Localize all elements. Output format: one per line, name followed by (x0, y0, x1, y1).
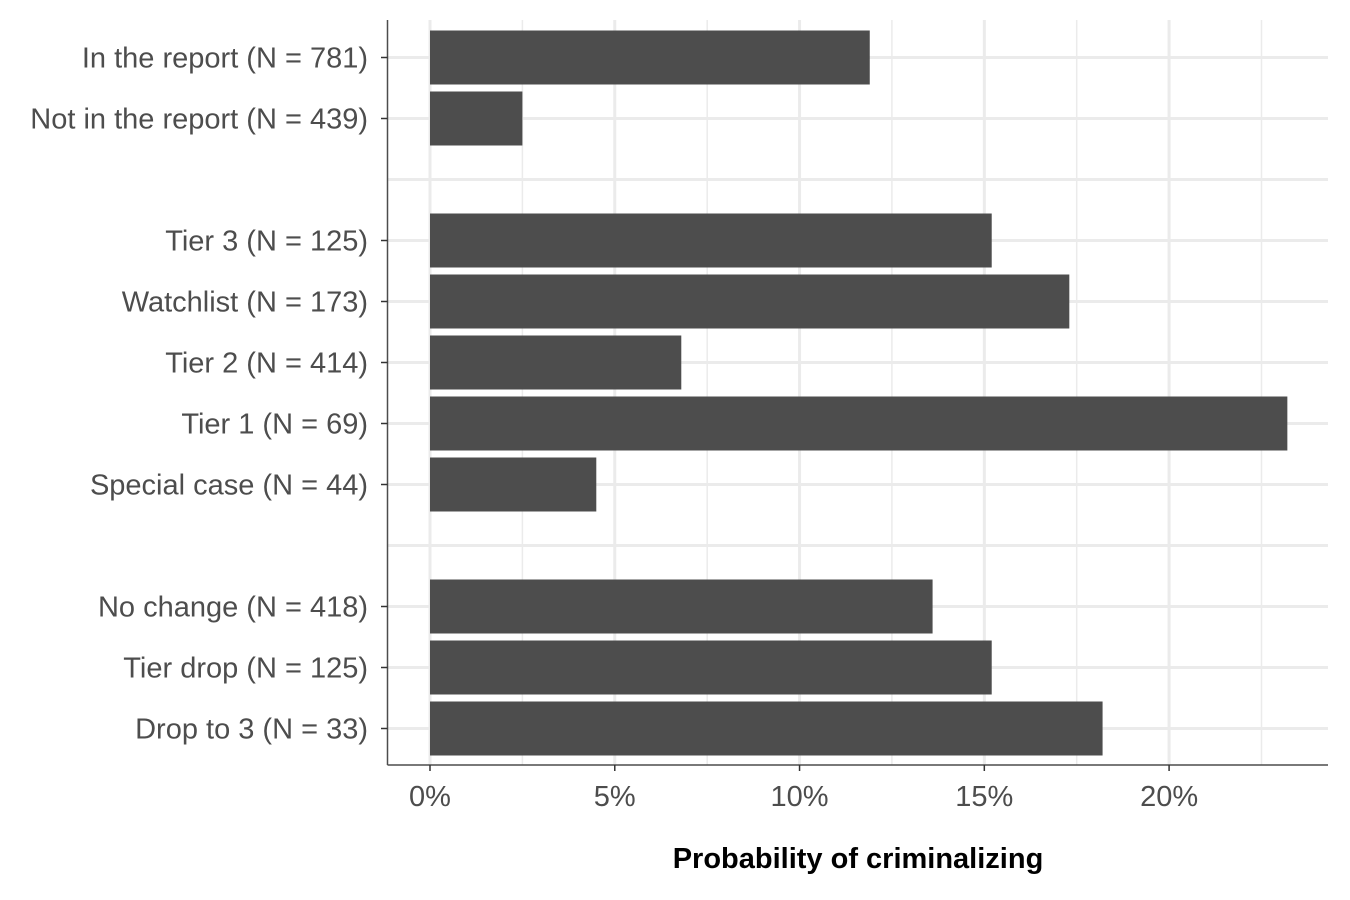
category-label: Not in the report (N = 439) (30, 104, 368, 136)
bar (429, 396, 1288, 451)
x-tick-label: 10% (771, 781, 829, 813)
bar (429, 640, 992, 695)
category-label: Special case (N = 44) (90, 470, 368, 502)
x-tick-label: 15% (955, 781, 1013, 813)
bar (429, 274, 1070, 329)
y-labels: In the report (N = 781) Not in the report… (30, 43, 388, 746)
x-axis-title: Probability of criminalizing (673, 843, 1044, 875)
x-tick-label: 20% (1140, 781, 1198, 813)
bar (429, 579, 933, 634)
category-label: Drop to 3 (N = 33) (135, 714, 368, 746)
bar (429, 701, 1103, 756)
bar (429, 91, 523, 146)
axes (386, 20, 1328, 766)
category-label: In the report (N = 781) (82, 43, 368, 75)
category-label: Tier 3 (N = 125) (165, 226, 368, 258)
category-label: Watchlist (N = 173) (122, 287, 368, 319)
category-label: No change (N = 418) (98, 592, 368, 624)
bar (429, 335, 682, 390)
category-label: Tier 1 (N = 69) (181, 409, 368, 441)
x-tick-label: 5% (594, 781, 636, 813)
category-label: Tier drop (N = 125) (123, 653, 368, 685)
bars (429, 30, 1288, 756)
bar (429, 457, 597, 512)
bar (429, 213, 992, 268)
category-label: Tier 2 (N = 414) (165, 348, 368, 380)
bar (429, 30, 870, 85)
x-ticks: 0% 5% 10% 15% 20% (409, 765, 1198, 813)
x-tick-label: 0% (409, 781, 451, 813)
